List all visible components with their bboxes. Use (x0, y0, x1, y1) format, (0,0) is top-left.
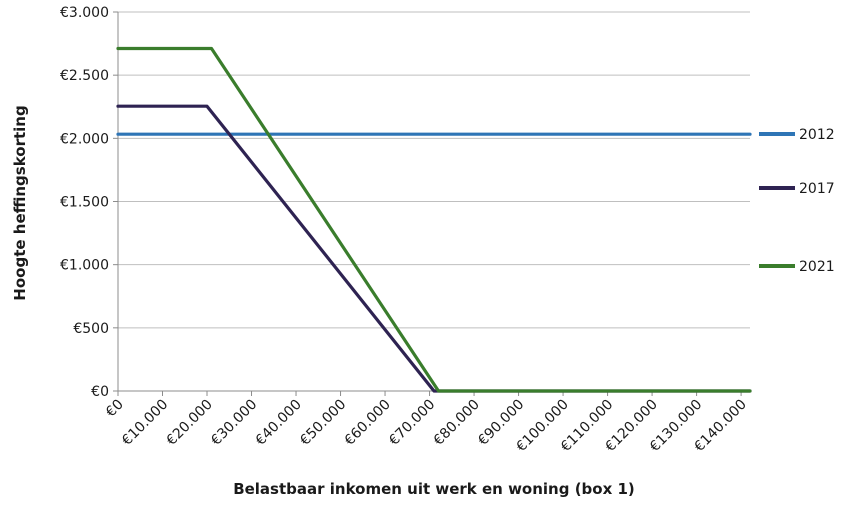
axes: €0€500€1.000€1.500€2.000€2.500€3.000€0€1… (60, 5, 750, 455)
legend: 2012 2017 2021 (759, 127, 835, 275)
x-tick-label-2: €20.000 (164, 397, 216, 449)
legend-label-2012: 2012 (799, 127, 835, 143)
x-tick-label-5: €50.000 (297, 397, 349, 449)
series-lines (116, 46, 752, 393)
x-tick-label-7: €70.000 (386, 397, 438, 449)
x-tick-label-4: €40.000 (253, 397, 305, 449)
y-axis-title: Hoogte heffingskorting (11, 105, 29, 300)
y-tick-label-5: €2.500 (60, 68, 109, 84)
series-line-2017 (116, 104, 752, 393)
gridlines (118, 11, 750, 329)
y-tick-label-1: €500 (73, 321, 109, 337)
x-tick-label-0: €0 (103, 397, 127, 421)
x-tick-label-3: €30.000 (208, 397, 260, 449)
y-tick-label-3: €1.500 (60, 195, 109, 211)
x-tick-label-8: €80.000 (431, 397, 483, 449)
y-tick-label-4: €2.000 (60, 131, 109, 147)
x-tick-label-1: €10.000 (119, 397, 171, 449)
series-line-2021 (116, 46, 752, 393)
y-tick-label-6: €3.000 (60, 5, 109, 21)
x-tick-label-6: €60.000 (342, 397, 394, 449)
x-axis-title: Belastbaar inkomen uit werk en woning (b… (233, 480, 635, 498)
legend-label-2017: 2017 (799, 181, 835, 197)
y-tick-label-0: €0 (91, 384, 109, 400)
legend-label-2021: 2021 (799, 259, 835, 275)
y-tick-label-2: €1.000 (60, 258, 109, 274)
